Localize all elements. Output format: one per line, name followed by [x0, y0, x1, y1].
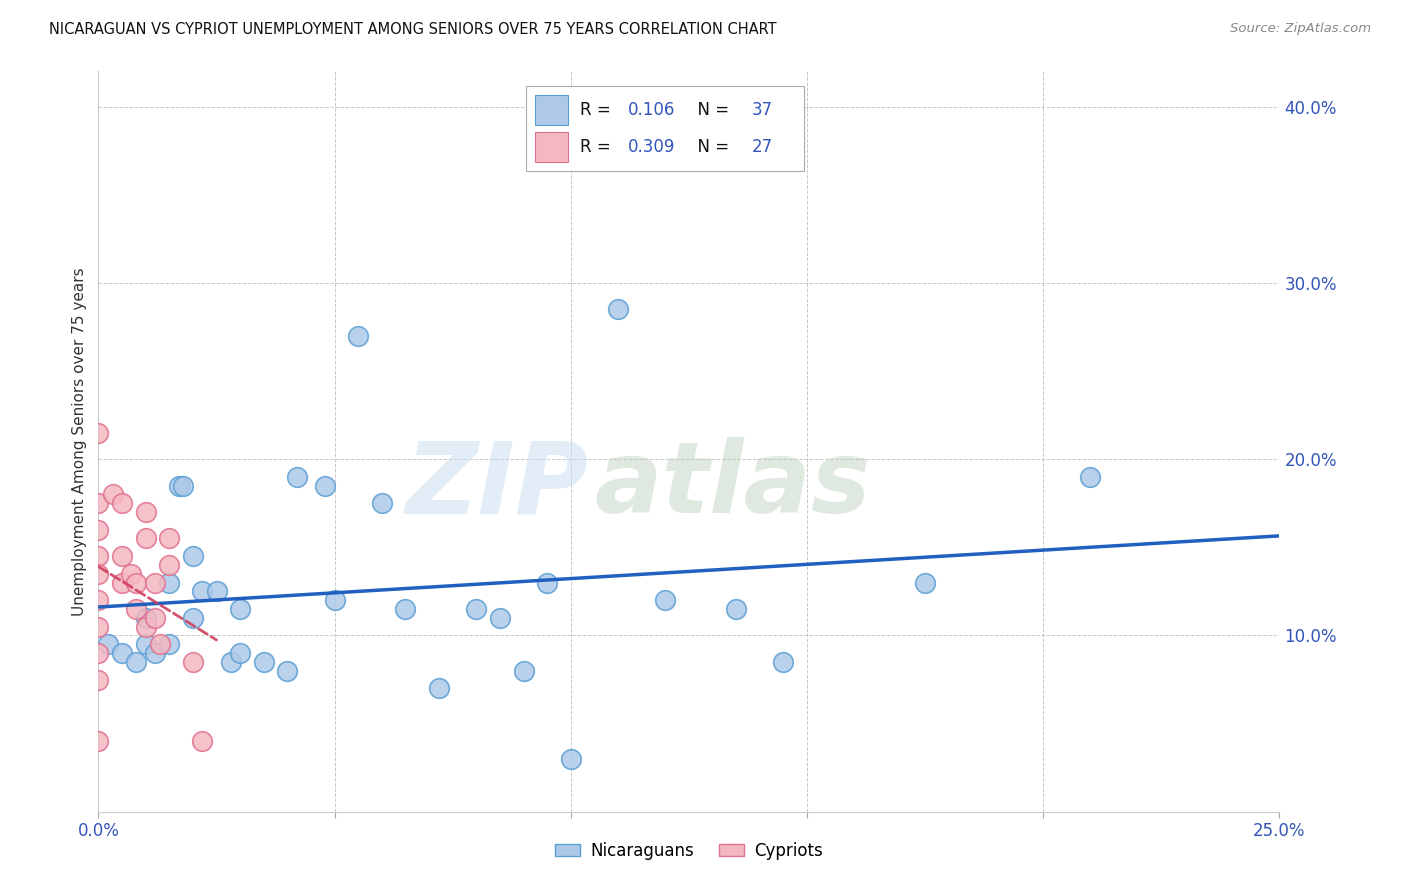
Point [276, 664, 298, 678]
Point [191, 584, 214, 599]
Bar [536, 132, 568, 161]
Point [347, 328, 370, 343]
Bar [526, 87, 803, 171]
Point [536, 575, 558, 590]
Text: ZIP: ZIP [405, 437, 589, 534]
Point [1080, 470, 1102, 484]
Point [157, 637, 180, 651]
Point [125, 575, 148, 590]
Point [87, 734, 110, 748]
Point [111, 549, 134, 563]
Point [725, 602, 748, 616]
Point [654, 593, 676, 607]
Point [512, 664, 534, 678]
Point [135, 532, 157, 546]
Point [125, 655, 148, 669]
Point [560, 752, 582, 766]
Text: 27: 27 [752, 138, 773, 156]
Point [219, 655, 242, 669]
Point [87, 549, 110, 563]
Point [135, 611, 157, 625]
Point [181, 655, 204, 669]
Point [135, 637, 157, 651]
Point [143, 575, 166, 590]
Point [607, 302, 630, 317]
Text: 37: 37 [752, 101, 773, 119]
Point [135, 505, 157, 519]
Point [394, 602, 416, 616]
Point [111, 646, 134, 660]
Point [87, 673, 110, 687]
Point [371, 496, 394, 510]
Point [772, 655, 794, 669]
Text: Source: ZipAtlas.com: Source: ZipAtlas.com [1230, 22, 1371, 36]
Point [87, 593, 110, 607]
Point [465, 602, 488, 616]
Point [285, 470, 308, 484]
Point [191, 734, 214, 748]
Point [229, 646, 252, 660]
Point [125, 602, 148, 616]
Point [157, 558, 180, 572]
Point [157, 575, 180, 590]
Text: 0.309: 0.309 [627, 138, 675, 156]
Point [181, 611, 204, 625]
Point [143, 646, 166, 660]
Point [87, 523, 110, 537]
Point [253, 655, 276, 669]
Point [172, 478, 194, 492]
Point [489, 611, 512, 625]
Point [427, 681, 450, 696]
Point [87, 566, 110, 581]
Point [87, 619, 110, 633]
Point [157, 532, 180, 546]
Text: N =: N = [686, 101, 734, 119]
Text: 0.106: 0.106 [627, 101, 675, 119]
Point [121, 566, 143, 581]
Text: N =: N = [686, 138, 734, 156]
Point [149, 637, 172, 651]
Point [143, 611, 166, 625]
Legend: Nicaraguans, Cypriots: Nicaraguans, Cypriots [548, 835, 830, 866]
Text: atlas: atlas [595, 437, 870, 534]
Point [111, 575, 134, 590]
Point [101, 487, 124, 501]
Bar [536, 95, 568, 125]
Point [167, 478, 190, 492]
Point [205, 584, 228, 599]
Point [87, 425, 110, 440]
Text: R =: R = [581, 101, 616, 119]
Point [87, 646, 110, 660]
Point [181, 549, 204, 563]
Point [135, 619, 157, 633]
Point [97, 637, 120, 651]
Point [111, 496, 134, 510]
Text: NICARAGUAN VS CYPRIOT UNEMPLOYMENT AMONG SENIORS OVER 75 YEARS CORRELATION CHART: NICARAGUAN VS CYPRIOT UNEMPLOYMENT AMONG… [49, 22, 778, 37]
Point [229, 602, 252, 616]
Point [323, 593, 346, 607]
Point [87, 496, 110, 510]
Y-axis label: Unemployment Among Seniors over 75 years: Unemployment Among Seniors over 75 years [72, 268, 87, 615]
Point [314, 478, 336, 492]
Text: R =: R = [581, 138, 616, 156]
Point [914, 575, 936, 590]
